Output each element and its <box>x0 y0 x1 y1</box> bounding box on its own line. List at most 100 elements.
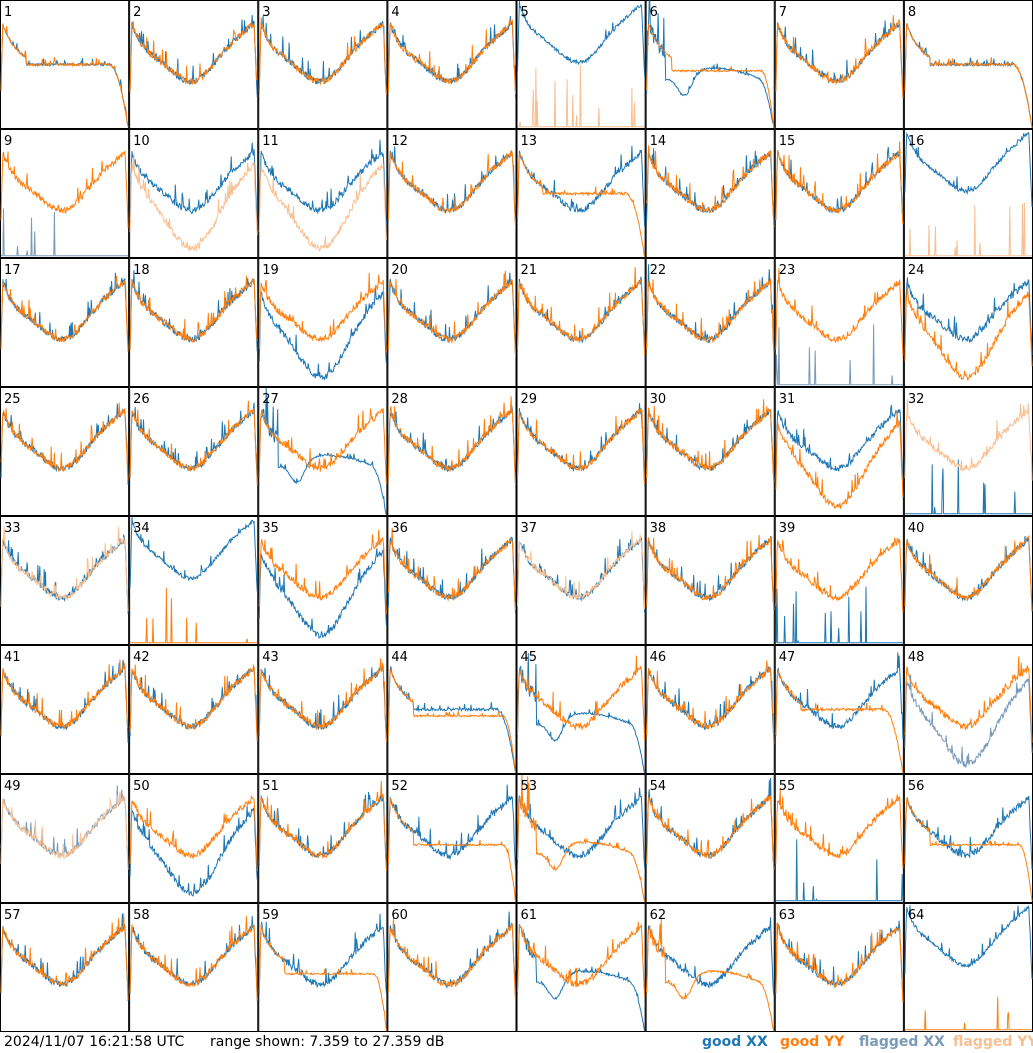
series-xx-50 <box>129 805 258 897</box>
panel-label: 31 <box>779 392 796 407</box>
panel-label: 55 <box>779 779 796 794</box>
series-yy-2 <box>129 21 258 92</box>
panel-label: 51 <box>262 779 279 794</box>
panel-12: 12 <box>387 129 517 258</box>
panel-label: 52 <box>391 779 408 794</box>
panel-34: 34 <box>129 516 259 645</box>
series-yy-43 <box>258 658 387 742</box>
series-yy-46 <box>646 660 775 745</box>
panel-16: 16 <box>903 129 1033 258</box>
panel-label: 45 <box>521 650 538 665</box>
panel-61: 61 <box>516 903 646 1032</box>
panel-frame <box>258 387 388 516</box>
series-yy-19 <box>258 272 387 353</box>
panel-20: 20 <box>387 258 517 387</box>
panel-label: 57 <box>4 908 21 923</box>
panel-18: 18 <box>129 258 259 387</box>
panel-frame <box>258 903 388 1032</box>
series-yy-7 <box>775 15 904 99</box>
series-yy-8 <box>904 23 1033 129</box>
panel-frame <box>129 0 259 129</box>
panel-15: 15 <box>774 129 904 258</box>
panel-frame <box>774 387 904 516</box>
panel-frame <box>387 0 517 129</box>
panel-label: 17 <box>4 263 21 278</box>
panel-label: 2 <box>133 5 141 20</box>
panel-60: 60 <box>387 903 517 1032</box>
series-yy-26 <box>129 400 258 486</box>
panel-label: 18 <box>133 263 150 278</box>
series-yy-58 <box>129 916 258 1001</box>
panel-26: 26 <box>129 387 259 516</box>
panel-frame <box>387 774 517 903</box>
panel-label: 50 <box>133 779 150 794</box>
footer: 2024/11/07 16:21:58 UTC range shown: 7.3… <box>0 1032 1033 1053</box>
series-yy-47 <box>775 669 904 774</box>
series-xx-61 <box>517 924 646 1032</box>
panel-23: 23 <box>774 258 904 387</box>
panel-40: 40 <box>903 516 1033 645</box>
series-xx-32 <box>904 459 1032 515</box>
panel-39: 39 <box>774 516 904 645</box>
panel-label: 8 <box>908 5 916 20</box>
range-text: range shown: 7.359 to 27.359 dB <box>210 1034 445 1050</box>
series-yy-37 <box>517 531 646 610</box>
panel-33: 33 <box>0 516 130 645</box>
panel-frame <box>129 258 259 387</box>
panel-frame <box>0 516 130 645</box>
panel-frame <box>516 645 646 774</box>
panel-label: 33 <box>4 521 21 536</box>
panel-label: 32 <box>908 392 925 407</box>
panel-frame <box>903 387 1033 516</box>
series-yy-64 <box>904 996 1032 1031</box>
series-yy-25 <box>0 402 129 481</box>
panel-54: 54 <box>645 774 775 903</box>
panel-label: 42 <box>133 650 150 665</box>
series-yy-5 <box>517 64 645 128</box>
panel-label: 19 <box>262 263 279 278</box>
panel-frame <box>258 129 388 258</box>
panel-label: 15 <box>779 134 796 149</box>
panel-frame <box>516 387 646 516</box>
panel-label: 12 <box>391 134 408 149</box>
series-yy-30 <box>646 399 775 483</box>
panel-frame <box>387 387 517 516</box>
panel-46: 46 <box>645 645 775 774</box>
panel-label: 54 <box>650 779 667 794</box>
series-yy-54 <box>646 794 775 870</box>
panel-frame <box>516 903 646 1032</box>
panel-frame <box>774 129 904 258</box>
legend-flagged-yy: flagged YY <box>953 1034 1033 1050</box>
series-yy-29 <box>517 407 646 485</box>
series-xx-23 <box>775 324 903 386</box>
series-yy-42 <box>129 663 258 741</box>
series-xx-53 <box>517 787 646 868</box>
series-yy-6 <box>646 23 775 128</box>
series-yy-48 <box>904 656 1033 743</box>
panel-label: 27 <box>262 392 279 407</box>
panel-frame <box>387 129 517 258</box>
panel-2: 2 <box>129 0 259 129</box>
series-yy-9 <box>0 150 129 228</box>
panel-52: 52 <box>387 774 517 903</box>
panel-label: 16 <box>908 134 925 149</box>
series-yy-27 <box>258 408 387 484</box>
series-yy-40 <box>904 534 1033 611</box>
series-xx-9 <box>1 208 129 257</box>
panel-35: 35 <box>258 516 388 645</box>
legend-good-xx: good XX <box>702 1034 768 1050</box>
series-yy-59 <box>258 924 387 1032</box>
panel-label: 22 <box>650 263 667 278</box>
panel-label: 44 <box>391 650 408 665</box>
series-yy-52 <box>387 798 516 902</box>
panel-frame <box>129 387 259 516</box>
series-yy-13 <box>517 153 646 258</box>
panel-label: 38 <box>650 521 667 536</box>
panel-label: 64 <box>908 908 925 923</box>
panel-frame <box>387 258 517 387</box>
panel-3: 3 <box>258 0 388 129</box>
panel-5: 5 <box>516 0 646 129</box>
panel-frame <box>903 516 1033 645</box>
legend-flagged-xx: flagged XX <box>859 1034 945 1050</box>
series-yy-18 <box>129 275 258 350</box>
